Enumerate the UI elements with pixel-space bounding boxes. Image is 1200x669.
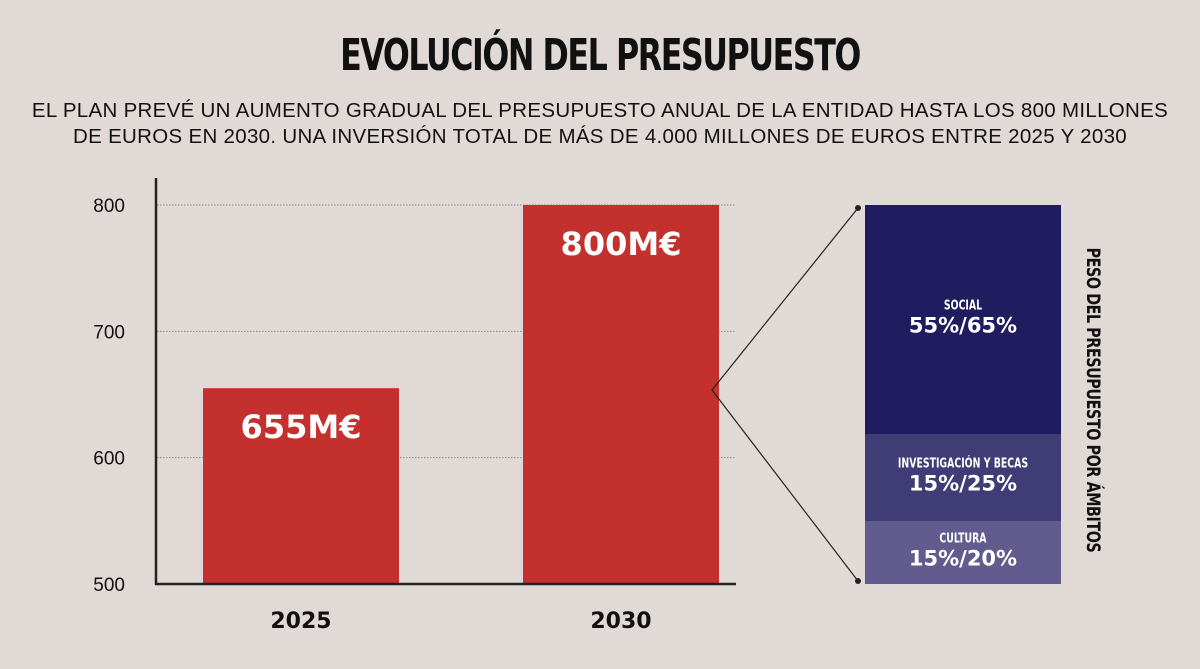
segment-value: 15%/25%	[909, 472, 1017, 496]
x-tick-label: 2025	[270, 609, 331, 634]
bar-2030	[523, 205, 719, 584]
subtitle-line-1: EL PLAN PREVÉ UN AUMENTO GRADUAL DEL PRE…	[31, 99, 1169, 122]
breakdown-title-text: PESO DEL PRESUPUESTO POR ÁMBITOS	[1082, 247, 1104, 553]
x-tick-label: 2030	[590, 609, 651, 634]
subtitle: EL PLAN PREVÉ UN AUMENTO GRADUAL DEL PRE…	[0, 98, 1200, 150]
bar-2025	[203, 388, 399, 584]
data-label: 800M€	[561, 225, 682, 263]
data-label: 655M€	[241, 408, 362, 446]
y-tick-label: 700	[93, 322, 125, 343]
subtitle-line-2: DE EUROS EN 2030. UNA INVERSIÓN TOTAL DE…	[73, 125, 1127, 148]
segment-label: INVESTIGACIÓN Y BECAS	[898, 454, 1028, 471]
segment-value: 55%/65%	[909, 314, 1017, 338]
segment-value: 15%/20%	[909, 547, 1017, 571]
connector-line	[711, 207, 859, 582]
segment-social	[865, 205, 1061, 434]
y-tick-label: 800	[93, 196, 125, 217]
breakdown-title: PESO DEL PRESUPUESTO POR ÁMBITOS	[1078, 247, 1108, 553]
page-title: EVOLUCIÓN DEL PRESUPUESTO	[340, 30, 861, 81]
segment-investigación-y-becas	[865, 434, 1061, 521]
y-tick-label: 500	[93, 575, 125, 596]
segment-label: CULTURA	[939, 530, 987, 545]
connector-dot	[855, 578, 861, 584]
connector-dot	[855, 205, 861, 211]
y-tick-label: 600	[93, 449, 125, 470]
segment-cultura	[865, 521, 1061, 584]
segment-label: SOCIAL	[944, 297, 982, 312]
